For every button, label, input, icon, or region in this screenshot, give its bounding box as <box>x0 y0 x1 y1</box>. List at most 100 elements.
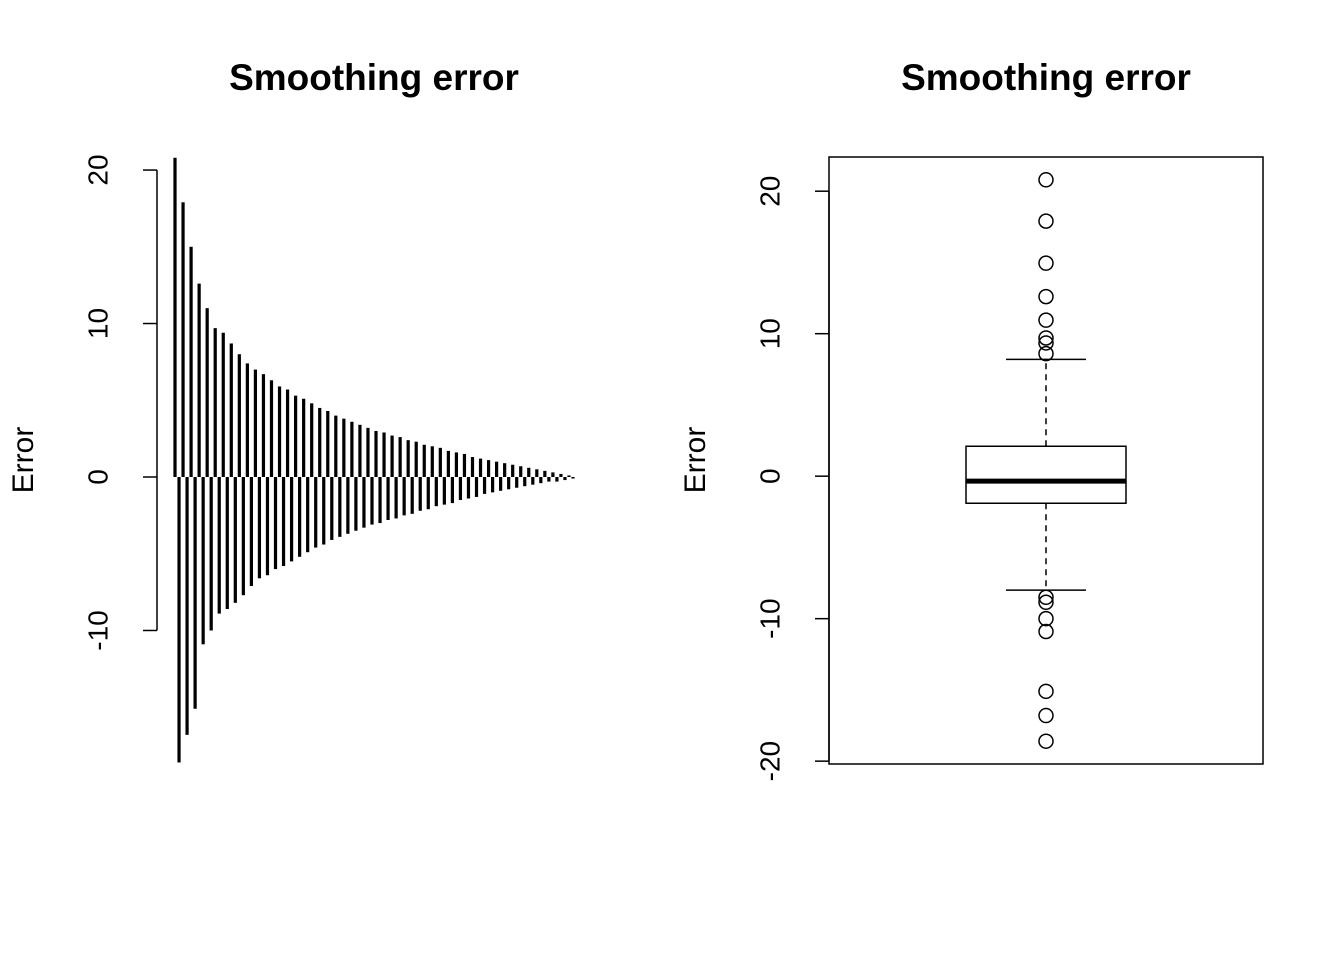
bar <box>519 466 523 477</box>
bar <box>217 476 221 614</box>
bar <box>543 470 547 477</box>
outlier <box>1038 594 1054 611</box>
box <box>965 445 1127 504</box>
outlier <box>1038 610 1054 627</box>
bar <box>173 157 177 477</box>
outlier <box>1038 683 1054 700</box>
outlier <box>1038 589 1054 606</box>
bar <box>474 476 479 497</box>
bar <box>406 440 410 477</box>
outlier <box>1038 733 1054 749</box>
bar <box>177 476 181 763</box>
bar <box>213 328 217 477</box>
y-tick-label: 0 <box>754 468 785 484</box>
bar <box>314 476 318 548</box>
bar <box>249 476 253 586</box>
bar <box>486 460 491 477</box>
bar <box>257 476 262 579</box>
bar <box>450 476 454 504</box>
bar <box>551 472 555 477</box>
bar <box>402 476 406 516</box>
bar <box>265 476 270 576</box>
bar <box>185 476 189 735</box>
y-axis-label: Error <box>7 427 40 494</box>
bar <box>426 476 430 510</box>
bar <box>410 476 414 514</box>
bar <box>285 389 290 477</box>
bar <box>233 476 237 603</box>
bar <box>466 476 471 499</box>
bar <box>221 332 225 477</box>
bar <box>306 476 310 553</box>
bar <box>442 476 446 505</box>
bar <box>326 411 330 477</box>
y-tick-label: -10 <box>82 610 113 650</box>
bar <box>382 432 386 477</box>
bar <box>438 447 442 477</box>
bar <box>289 476 294 562</box>
bar <box>422 444 426 477</box>
y-tick-label: 20 <box>82 154 113 185</box>
bar <box>318 407 322 477</box>
bar <box>478 458 483 477</box>
outlier <box>1038 623 1054 640</box>
bar <box>253 369 258 477</box>
bar <box>511 464 515 477</box>
y-tick-label: 0 <box>82 469 113 485</box>
bar <box>523 476 527 487</box>
bar <box>563 476 567 481</box>
bar <box>386 476 390 520</box>
bar <box>458 476 463 501</box>
bar <box>378 476 382 524</box>
bar <box>201 476 205 645</box>
bar <box>189 246 193 477</box>
bar <box>269 380 274 477</box>
chart-title: Smoothing error <box>229 57 519 98</box>
y-tick-label: 10 <box>82 308 113 339</box>
bar <box>390 435 394 477</box>
bar <box>366 427 370 477</box>
chart-title: Smoothing error <box>901 57 1191 98</box>
bar <box>277 386 282 477</box>
bar <box>354 476 358 531</box>
bar <box>547 476 551 482</box>
bar <box>482 476 487 494</box>
bar <box>334 415 338 477</box>
outlier <box>1038 172 1054 188</box>
outlier <box>1038 345 1054 362</box>
bar <box>374 430 378 477</box>
bar <box>430 446 434 477</box>
bar <box>193 476 197 709</box>
outlier <box>1038 707 1054 724</box>
bar <box>418 476 422 511</box>
bar <box>338 476 342 537</box>
bar <box>322 476 326 545</box>
bar <box>495 461 499 477</box>
bar <box>273 476 278 570</box>
bar <box>330 476 334 540</box>
bar <box>225 476 229 609</box>
bar <box>559 473 563 477</box>
bar <box>490 476 495 493</box>
bar <box>241 476 245 596</box>
y-tick-label: 10 <box>754 318 785 349</box>
y-tick-label: -20 <box>754 741 785 781</box>
bar <box>346 476 350 534</box>
outlier <box>1038 255 1054 271</box>
y-tick-label: 20 <box>754 176 785 207</box>
y-tick-label: -10 <box>754 598 785 638</box>
outlier <box>1038 288 1054 305</box>
bar <box>237 354 241 477</box>
bar <box>515 476 519 488</box>
bar <box>197 283 201 477</box>
bar <box>434 476 438 507</box>
bar <box>342 418 346 477</box>
bar <box>294 395 298 477</box>
bar <box>499 476 503 491</box>
bar <box>555 476 559 482</box>
bar <box>261 374 266 477</box>
bar <box>462 453 467 477</box>
bar <box>229 343 233 477</box>
